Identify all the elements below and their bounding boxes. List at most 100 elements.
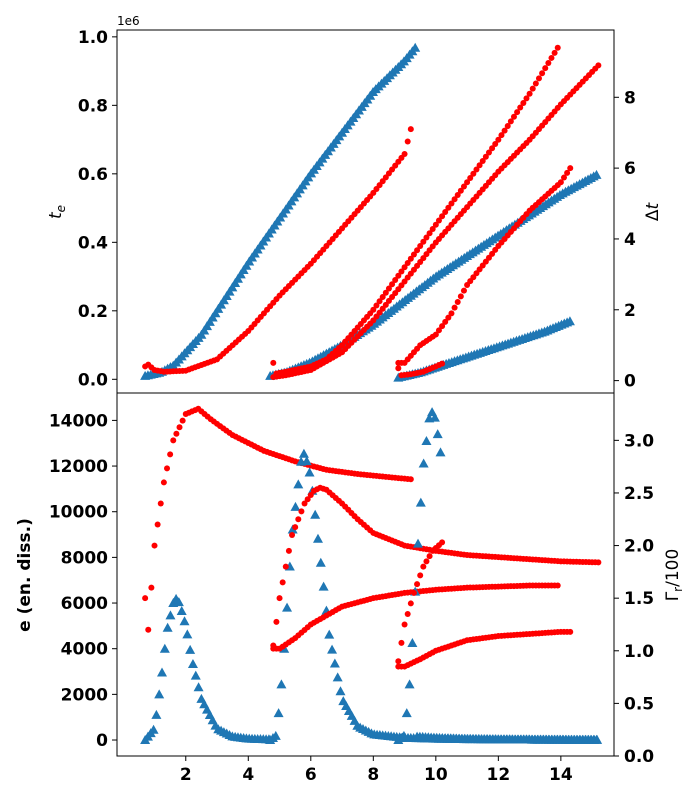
bottom-circle-marker	[395, 658, 402, 665]
bottom-circle-marker	[439, 539, 446, 546]
top-right-axis-label: Δt	[643, 202, 663, 222]
top-right-tick-label: 4	[624, 230, 636, 250]
top-circle-marker	[454, 298, 461, 305]
bottom-triangle-marker	[401, 708, 412, 718]
x-tick-label: 12	[487, 765, 511, 785]
top-left-ticks: 0.0 0.2 0.4 0.6 0.8 1.0	[78, 28, 117, 390]
bottom-triangle-marker	[190, 670, 201, 680]
bottom-triangle-marker	[418, 458, 429, 468]
top-circle-marker	[404, 138, 411, 145]
bottom-left-tick-label: 8000	[61, 548, 108, 568]
top-circle-marker	[407, 126, 414, 133]
top-circle-marker	[423, 234, 430, 241]
top-right-tick-label: 0	[624, 372, 636, 392]
bottom-triangle-marker	[162, 622, 173, 632]
bottom-circle-marker	[170, 437, 177, 444]
top-circle-marker	[523, 95, 530, 102]
top-series-7	[395, 165, 574, 366]
bottom-circle-marker	[420, 563, 427, 570]
bottom-triangle-marker	[187, 658, 198, 668]
bottom-series-7	[395, 539, 446, 665]
top-circle-marker	[489, 145, 496, 152]
bottom-circle-marker	[151, 542, 158, 549]
bottom-triangle-marker	[182, 629, 193, 639]
top-circle-marker	[485, 149, 492, 156]
top-circle-marker	[460, 183, 467, 190]
bottom-circle-marker	[276, 595, 283, 602]
bottom-triangle-marker	[324, 629, 335, 639]
top-circle-marker	[401, 264, 408, 271]
bottom-x-ticks: 2 4 6 8 10 12 14	[180, 756, 573, 785]
bottom-triangle-marker	[179, 616, 190, 626]
bottom-triangle-marker	[435, 447, 446, 457]
top-circle-marker	[370, 306, 377, 313]
bottom-series-5	[393, 407, 446, 745]
bottom-circle-marker	[554, 582, 561, 589]
bottom-left-tick-label: 6000	[61, 594, 108, 614]
top-circle-marker	[379, 294, 386, 301]
top-circle-marker	[557, 179, 564, 186]
top-circle-marker	[445, 204, 452, 211]
top-right-tick-label: 8	[624, 88, 636, 108]
bottom-left-tick-label: 0	[96, 731, 108, 751]
top-circle-marker	[451, 196, 458, 203]
bottom-triangle-marker	[327, 644, 338, 654]
bottom-right-ticks: 0.0 0.5 1.0 1.5 2.0 2.5 3.0	[614, 431, 654, 767]
top-circle-marker	[542, 65, 549, 72]
bottom-left-tick-label: 4000	[61, 640, 108, 660]
top-circle-marker	[535, 75, 542, 82]
bottom-series-3	[270, 484, 602, 649]
bottom-triangle-marker	[329, 658, 340, 668]
top-circle-marker	[473, 166, 480, 173]
top-left-tick-label: 0.8	[78, 96, 108, 116]
bottom-triangle-marker	[148, 724, 159, 734]
bottom-panel: 0 2000 4000 6000 8000 10000 12000 14000 0.0 0.5 1…	[15, 392, 685, 785]
top-circle-marker	[595, 62, 602, 69]
bottom-circle-marker	[301, 500, 308, 507]
top-circle-marker	[492, 141, 499, 148]
top-left-axis-label: te	[46, 205, 68, 219]
bottom-circle-marker	[304, 496, 311, 503]
bottom-triangle-marker	[332, 672, 343, 682]
top-circle-marker	[432, 331, 439, 338]
top-right-ticks: 0 2 4 6 8	[614, 88, 636, 392]
bottom-plot-frame	[116, 392, 615, 757]
top-circle-marker	[404, 260, 411, 267]
bottom-triangle-marker	[415, 497, 426, 507]
x-tick-label: 2	[180, 765, 192, 785]
top-right-tick-label: 2	[624, 301, 636, 321]
top-left-tick-label: 0.2	[78, 302, 108, 322]
bottom-circle-marker	[410, 589, 417, 596]
bottom-left-tick-label: 10000	[49, 503, 108, 523]
top-circle-marker	[457, 187, 464, 194]
top-circle-marker	[454, 192, 461, 199]
top-circle-marker	[435, 217, 442, 224]
top-circle-marker	[482, 153, 489, 160]
bottom-circle-marker	[142, 595, 149, 602]
bottom-circle-marker	[292, 524, 299, 531]
top-circle-marker	[476, 162, 483, 169]
bottom-triangle-marker	[151, 709, 162, 719]
bottom-triangle-marker	[335, 686, 346, 696]
bottom-circle-marker	[407, 476, 414, 483]
top-circle-marker	[470, 170, 477, 177]
top-circle-marker	[392, 277, 399, 284]
bottom-right-tick-label: 2.0	[624, 537, 654, 557]
bottom-triangle-marker	[276, 679, 287, 689]
top-circle-marker	[504, 122, 511, 129]
bottom-left-axis-label: e (en. diss.)	[15, 518, 35, 632]
bottom-triangle-marker	[407, 637, 418, 647]
top-circle-marker	[451, 304, 458, 311]
bottom-circle-marker	[426, 553, 433, 560]
top-circle-marker	[426, 230, 433, 237]
bottom-circle-marker	[298, 508, 305, 515]
bottom-right-tick-label: 2.5	[624, 484, 654, 504]
top-circle-marker	[442, 318, 449, 325]
top-circle-marker	[460, 287, 467, 294]
bottom-triangle-marker	[273, 708, 284, 718]
top-circle-marker	[457, 293, 464, 300]
top-circle-marker	[467, 175, 474, 182]
top-right-tick-label: 6	[624, 159, 636, 179]
top-circle-marker	[551, 49, 558, 56]
top-circle-marker	[510, 113, 517, 120]
